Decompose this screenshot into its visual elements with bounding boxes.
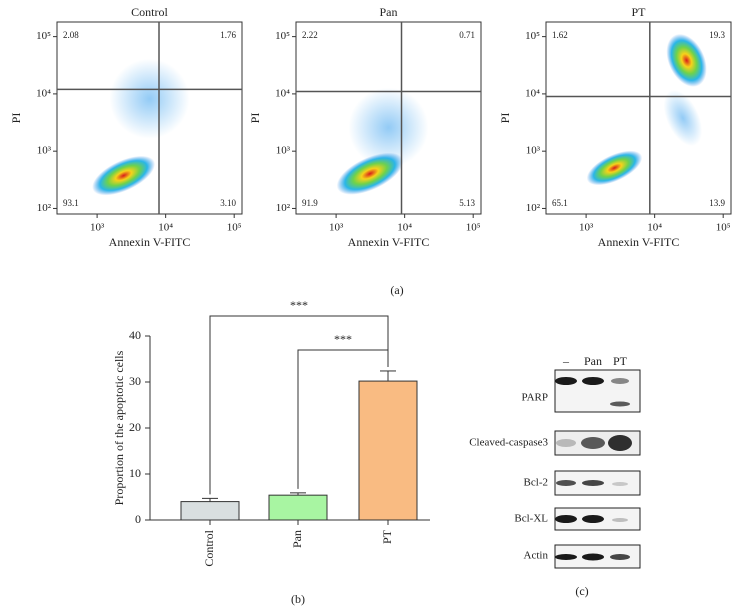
- y-tick-label: 10⁴: [36, 87, 51, 99]
- y-tick-label: 10³: [526, 145, 541, 157]
- density-cloud: [586, 150, 643, 186]
- x-tick-label: Pan: [290, 530, 304, 548]
- lane-label: PT: [613, 354, 628, 368]
- y-tick-label: 10: [129, 466, 141, 480]
- y-tick-label: 10⁵: [525, 30, 540, 42]
- band: [610, 401, 630, 407]
- panel-label: (a): [390, 283, 403, 297]
- y-tick-label: 10⁴: [275, 87, 290, 99]
- quadrant-percent: 5.13: [459, 198, 475, 208]
- protein-label: PARP: [521, 392, 548, 404]
- x-tick-label: 10³: [329, 222, 344, 234]
- quadrant-percent: 1.76: [220, 30, 236, 40]
- bar: [358, 380, 418, 521]
- y-tick-label: 30: [129, 374, 141, 388]
- band: [555, 515, 577, 523]
- density-cloud: [109, 58, 190, 139]
- band: [582, 480, 604, 486]
- y-tick-label: 10²: [37, 202, 52, 214]
- x-tick-label: 10³: [579, 222, 594, 234]
- quadrant-percent: 13.9: [709, 198, 725, 208]
- y-axis-label: PI: [9, 113, 23, 124]
- x-tick-label: 10⁵: [227, 222, 242, 234]
- protein-label: Actin: [524, 550, 549, 562]
- quadrant-percent: 65.1: [552, 198, 568, 208]
- y-axis-label: Proportion of the apoptotic cells: [112, 350, 126, 505]
- x-tick-label: 10⁵: [716, 222, 731, 234]
- band: [556, 480, 576, 486]
- x-axis-label: Annexin V-FITC: [109, 235, 191, 249]
- bar: [180, 501, 240, 521]
- band: [608, 435, 632, 451]
- y-tick-label: 10³: [276, 145, 291, 157]
- band: [555, 377, 577, 385]
- y-axis-label: PI: [498, 113, 512, 124]
- quadrant-percent: 0.71: [459, 30, 475, 40]
- significance-bracket: [209, 315, 389, 495]
- y-axis-label: PI: [248, 113, 262, 124]
- band: [612, 518, 628, 522]
- lane-label: Pan: [584, 354, 602, 368]
- x-tick-label: Control: [202, 529, 216, 566]
- y-tick-label: 20: [129, 420, 141, 434]
- x-axis-label: Annexin V-FITC: [598, 235, 680, 249]
- protein-label: Bcl-XL: [514, 513, 548, 525]
- band: [582, 377, 604, 385]
- y-tick-label: 10³: [37, 145, 52, 157]
- plot-title: Control: [131, 5, 168, 19]
- quadrant-percent: 3.10: [220, 198, 236, 208]
- x-tick-label: 10⁵: [466, 222, 481, 234]
- density-cloud: [348, 87, 429, 168]
- plot-frame: [545, 21, 732, 215]
- y-tick-label: 40: [129, 328, 141, 342]
- density-cloud: [92, 155, 156, 196]
- band: [581, 437, 605, 449]
- band: [612, 482, 628, 486]
- y-tick-label: 0: [135, 512, 141, 526]
- protein-label: Bcl-2: [524, 477, 548, 489]
- significance-label: ***: [334, 332, 352, 346]
- y-tick-label: 10²: [526, 202, 541, 214]
- plot-frame: [56, 21, 243, 215]
- significance-label: ***: [290, 298, 308, 312]
- plot-frame: [295, 21, 482, 215]
- quadrant-percent: 19.3: [709, 30, 725, 40]
- x-tick-label: 10³: [90, 222, 105, 234]
- protein-label: Cleaved-caspase3: [469, 437, 548, 449]
- panel-label: (c): [575, 584, 588, 598]
- quadrant-percent: 2.08: [63, 30, 79, 40]
- plot-title: Pan: [380, 5, 398, 19]
- quadrant-percent: 1.62: [552, 30, 568, 40]
- y-tick-label: 10⁵: [36, 30, 51, 42]
- x-axis-label: Annexin V-FITC: [348, 235, 430, 249]
- panel-label: (b): [291, 592, 305, 606]
- quadrant-percent: 2.22: [302, 30, 318, 40]
- x-tick-label: 10⁴: [397, 222, 412, 234]
- band: [582, 553, 604, 561]
- density-cloud: [663, 89, 703, 147]
- bar: [268, 494, 328, 521]
- western-blot: – Pan PT PARP Cleaved-caspase3 Bcl-2 Bcl…: [469, 354, 641, 569]
- lane-label: –: [562, 354, 570, 368]
- y-tick-label: 10⁴: [525, 87, 540, 99]
- band: [582, 515, 604, 523]
- y-tick-label: 10²: [276, 202, 291, 214]
- band: [610, 554, 630, 560]
- x-tick-label: PT: [380, 529, 394, 544]
- x-tick-label: 10⁴: [647, 222, 662, 234]
- x-tick-label: 10⁴: [158, 222, 173, 234]
- significance-bracket: [297, 349, 389, 489]
- band: [611, 378, 629, 384]
- plot-title: PT: [631, 5, 646, 19]
- y-tick-label: 10⁵: [275, 30, 290, 42]
- band: [555, 554, 577, 560]
- quadrant-percent: 91.9: [302, 198, 318, 208]
- quadrant-percent: 93.1: [63, 198, 79, 208]
- density-cloud: [666, 33, 707, 87]
- band: [556, 439, 576, 447]
